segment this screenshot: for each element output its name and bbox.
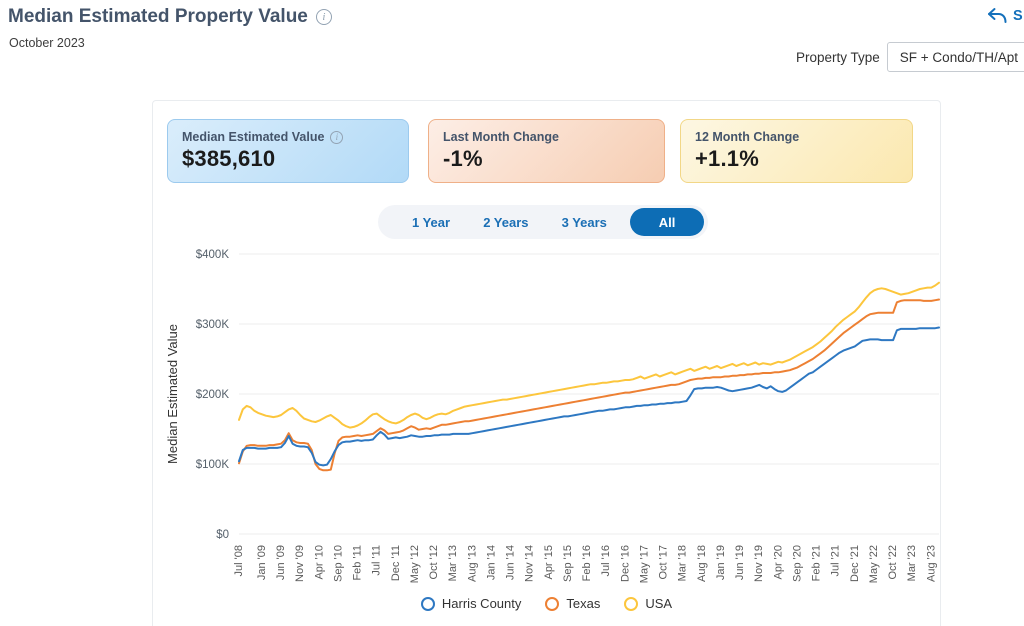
y-axis-title: Median Estimated Value — [165, 324, 180, 464]
x-tick-label: Dec '16 — [619, 545, 631, 582]
x-tick-label: Sep '10 — [332, 545, 344, 582]
report-month: October 2023 — [9, 36, 85, 50]
y-tick-label: $300K — [196, 319, 230, 331]
time-range-tabs: 1 Year 2 Years 3 Years All — [378, 205, 708, 239]
stat-label: 12 Month Change — [695, 130, 800, 144]
legend-dot-texas — [545, 596, 560, 611]
stat-value: +1.1% — [695, 146, 759, 171]
x-tick-label: Jul '16 — [600, 545, 612, 576]
x-tick-label: Mar '23 — [906, 545, 918, 581]
legend-label: Harris County — [441, 596, 522, 611]
x-tick-label: Sep '20 — [791, 545, 803, 582]
y-tick-label: $400K — [196, 249, 230, 261]
x-tick-label: May '17 — [638, 545, 650, 583]
property-type-control: Property Type SF + Condo/TH/Apt — [796, 42, 1024, 72]
x-tick-label: Apr '10 — [313, 545, 325, 580]
page-title-text: Median Estimated Property Value — [8, 6, 308, 27]
x-tick-label: Nov '09 — [294, 545, 306, 582]
y-tick-label: $200K — [196, 389, 230, 401]
legend-item-harris-county[interactable]: Harris County — [420, 596, 522, 611]
x-tick-label: Jan '19 — [715, 545, 727, 580]
x-tick-label: Mar '13 — [447, 545, 459, 581]
stat-value: -1% — [443, 146, 483, 171]
page-title: Median Estimated Property Value i — [8, 6, 332, 28]
x-tick-label: Nov '19 — [753, 545, 765, 582]
x-tick-label: Dec '11 — [390, 545, 402, 581]
stat-card-last-month-change: Last Month Change -1% — [428, 119, 665, 183]
legend-label: Texas — [566, 596, 601, 611]
title-info-icon[interactable]: i — [315, 9, 332, 25]
x-tick-label: Jul '21 — [830, 545, 842, 576]
x-tick-label: Mar '18 — [677, 545, 689, 581]
property-type-value: SF + Condo/TH/Apt — [899, 49, 1018, 65]
x-tick-label: Aug '23 — [925, 545, 937, 582]
x-tick-label: Nov '14 — [524, 545, 536, 582]
legend-dot-usa — [624, 596, 639, 611]
tab-3-years[interactable]: 3 Years — [561, 214, 607, 230]
stat-info-icon[interactable]: i — [330, 130, 344, 144]
series-line-texas — [238, 298, 940, 472]
x-tick-label: Oct '17 — [658, 545, 670, 580]
x-tick-label: Jun '19 — [734, 545, 746, 580]
y-tick-label: $0 — [216, 529, 229, 541]
share-icon — [988, 8, 1007, 23]
x-tick-label: Aug '18 — [696, 545, 708, 582]
tab-all[interactable]: All — [630, 208, 704, 236]
stat-card-12-month-change: 12 Month Change +1.1% — [680, 119, 913, 183]
stat-value: $385,610 — [182, 146, 276, 171]
x-tick-label: May '22 — [868, 545, 880, 583]
stat-card-median-value: Median Estimated Value i $385,610 — [167, 119, 409, 183]
property-value-chart: $400K $300K $200K $100K $0 Median Estimated V… — [165, 249, 940, 583]
series-line-usa — [238, 281, 940, 429]
tab-1-year[interactable]: 1 Year — [412, 214, 451, 230]
x-tick-label: Jan '09 — [256, 545, 268, 580]
x-tick-label: Aug '13 — [466, 545, 478, 582]
share-label: S — [1013, 7, 1023, 24]
y-tick-label: $100K — [196, 459, 230, 471]
x-tick-label: Jul '11 — [371, 545, 383, 576]
legend-dot-harris-county — [420, 596, 435, 611]
legend-label: USA — [645, 596, 673, 611]
x-tick-label: May '12 — [409, 545, 421, 583]
stat-label: Last Month Change — [443, 130, 559, 144]
x-tick-label: Jan '14 — [485, 545, 497, 580]
x-tick-label: Feb '21 — [811, 545, 823, 581]
x-tick-label: Oct '12 — [428, 545, 440, 580]
x-tick-label: Apr '15 — [543, 545, 555, 580]
chart-legend: Harris County Texas USA — [153, 596, 940, 611]
legend-item-usa[interactable]: USA — [624, 596, 672, 611]
series-line-harris-county — [238, 326, 940, 467]
x-tick-label: Oct '22 — [887, 545, 899, 580]
x-tick-label: Jul '08 — [233, 545, 245, 576]
x-tick-label: Sep '15 — [562, 545, 574, 582]
x-tick-label: Jun '14 — [505, 545, 517, 580]
x-tick-label: Jun '09 — [275, 545, 287, 580]
stat-label: Median Estimated Value — [182, 130, 325, 144]
property-type-label: Property Type — [796, 49, 880, 65]
x-tick-label: Feb '16 — [581, 545, 593, 581]
property-type-select[interactable]: SF + Condo/TH/Apt — [886, 42, 1024, 72]
legend-item-texas[interactable]: Texas — [545, 596, 600, 611]
x-tick-label: Dec '21 — [849, 545, 861, 582]
chart-panel: Median Estimated Value i $385,610 Last M… — [152, 100, 941, 626]
x-tick-label: Feb '11 — [352, 545, 364, 581]
x-tick-label: Apr '20 — [772, 545, 784, 580]
share-button[interactable]: S — [986, 7, 1023, 24]
tab-2-years[interactable]: 2 Years — [483, 214, 529, 230]
